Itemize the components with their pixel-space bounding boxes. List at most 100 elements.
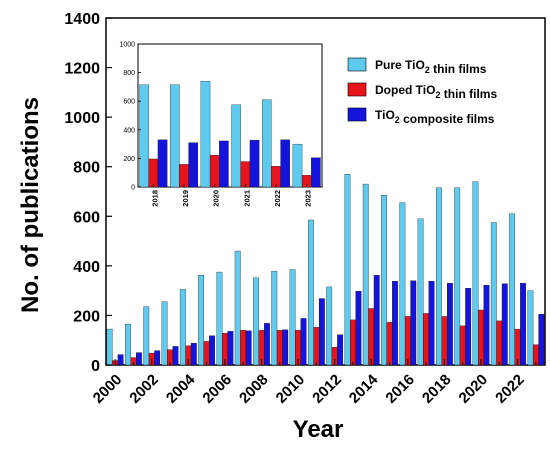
legend-swatch (347, 82, 367, 97)
inset-x-tick-label: 2020 (212, 190, 221, 207)
bar (117, 354, 124, 366)
bar (313, 327, 320, 366)
bar (307, 219, 314, 366)
inset-bar (188, 142, 198, 188)
x-tick-label: 2016 (382, 371, 418, 407)
inset-bar (271, 166, 281, 188)
bar (234, 250, 241, 366)
bar (472, 181, 479, 366)
bar (483, 285, 490, 366)
bar (417, 218, 424, 366)
y-tick-label: 1000 (64, 110, 100, 127)
bar (326, 286, 333, 366)
inset-bar (170, 84, 180, 188)
bar (441, 316, 448, 366)
inset-bar (139, 84, 149, 188)
bar (203, 341, 210, 366)
x-tick-label: 2022 (492, 371, 528, 407)
inset-y-tick-label: 400 (123, 127, 135, 134)
inset-x-tick-label: 2021 (242, 190, 251, 207)
bar (154, 350, 161, 366)
inset-bar (209, 155, 220, 188)
inset-chart: 0 200 400 600 800 1000 2018 2019 2020 2021 2022 202… (119, 42, 323, 207)
bar (289, 269, 296, 366)
inset-x-tick-label: 2019 (181, 190, 190, 207)
inset-bar (280, 139, 290, 188)
inset-bar (148, 158, 159, 188)
y-tick-label: 400 (73, 259, 100, 276)
x-tick-label: 2012 (309, 371, 345, 407)
x-tick-label: 2000 (90, 371, 126, 407)
legend-swatch (347, 107, 367, 122)
bar (271, 271, 278, 366)
y-tick-label: 800 (73, 160, 100, 177)
bar (527, 290, 534, 366)
bar (509, 213, 515, 366)
y-tick-label: 200 (73, 308, 100, 325)
bar (520, 283, 526, 366)
bar (410, 280, 417, 366)
inset-bar (179, 164, 189, 188)
bar (245, 330, 252, 366)
x-tick-label: 2018 (419, 371, 455, 407)
bar (318, 298, 325, 366)
inset-y-tick-label: 0 (131, 185, 135, 192)
bar (538, 314, 545, 366)
inset-bar (311, 157, 321, 188)
bar (344, 173, 351, 366)
bar (172, 346, 179, 366)
inset-bar (157, 139, 168, 188)
inset-y-tick-label: 200 (123, 156, 135, 163)
inset-bar (240, 161, 251, 188)
x-tick-label: 2002 (126, 371, 162, 407)
inset-frame (137, 43, 323, 188)
bar (373, 275, 380, 366)
bar (368, 308, 375, 366)
bar (106, 328, 113, 366)
bar (227, 331, 234, 366)
bar (282, 329, 289, 366)
x-tick-label: 2010 (273, 371, 309, 407)
inset-y-tick-label: 800 (123, 70, 135, 77)
bar (350, 319, 356, 366)
bar (501, 283, 508, 366)
bar (276, 330, 283, 366)
bar (399, 202, 406, 366)
x-tick-label: 2014 (346, 371, 382, 407)
bar (446, 283, 453, 366)
bar (423, 313, 429, 366)
bar (209, 335, 215, 366)
bar (125, 323, 131, 366)
bar (392, 281, 398, 366)
bar (240, 330, 247, 366)
bar (454, 187, 461, 366)
bar (532, 344, 539, 366)
legend-label: Pure TiO2 thin films (375, 58, 487, 76)
inset-x-tick-label: 2022 (273, 190, 282, 207)
legend-label: TiO2 composite films (375, 108, 495, 126)
y-tick-label: 1400 (64, 11, 100, 28)
inset-bar (231, 104, 241, 188)
inset-bar (292, 143, 303, 188)
bar (381, 195, 387, 366)
bar (143, 306, 150, 366)
bar (198, 275, 205, 366)
x-tick-label: 2008 (236, 371, 272, 407)
x-axis-title: Year (293, 416, 344, 443)
inset-x-tick-label: 2018 (150, 190, 159, 207)
bar (264, 323, 270, 366)
bar (478, 309, 484, 366)
plot-frame (105, 17, 546, 366)
bar (179, 289, 186, 366)
bar (362, 183, 369, 366)
x-tick-label: 2020 (456, 371, 492, 407)
bar (386, 322, 393, 366)
bar (404, 316, 411, 366)
x-tick-label: 2004 (163, 371, 199, 407)
inset-bar (200, 81, 211, 188)
legend: Pure TiO2 thin films Doped TiO2 thin film… (347, 57, 497, 126)
inset-y-tick-label: 600 (123, 99, 135, 106)
legend-swatch (347, 57, 367, 72)
